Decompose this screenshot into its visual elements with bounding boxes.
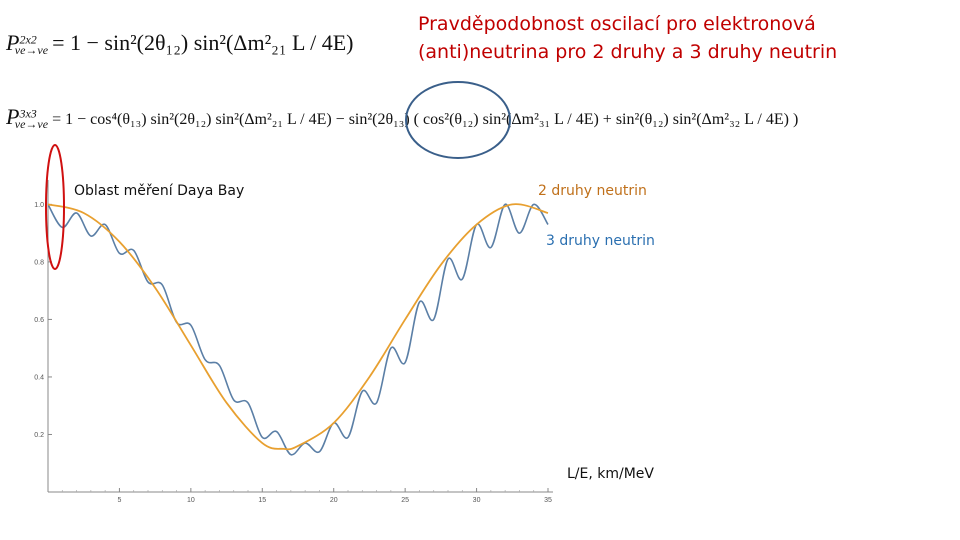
daya-bay-label: Oblast měření Daya Bay (74, 183, 245, 199)
y-tick-label: 1.0 (34, 202, 44, 209)
series-2-flavors-line (47, 203, 549, 451)
formula-3x3: P3x3νe→νe = 1 − cos⁴(θ₁₃) sin²(2θ₁₂) sin… (6, 104, 954, 132)
formula-3x3-rhs: = 1 − cos⁴(θ₁₃) sin²(2θ₁₂) sin²(Δm²₂₁ L … (52, 111, 799, 128)
y-tick-label: 0.6 (34, 317, 44, 324)
formula-2x2: P2x2νe→νe = 1 − sin²(2θ₁₂) sin²(Δm²₂₁ L … (6, 30, 354, 58)
theta13-term-marker (405, 81, 511, 159)
formula-3x3-sub: νe→νe (14, 117, 49, 132)
formula-3x3-sup: 3x3 (19, 106, 37, 121)
chart-series (47, 203, 549, 456)
formula-2x2-symbol: P (6, 30, 20, 55)
formula-2x2-rhs: = 1 − sin²(2θ₁₂) sin²(Δm²₂₁ L / 4E) (52, 30, 354, 55)
formula-2x2-sub: νe→νe (14, 43, 49, 58)
chart-axes: 5 10 15 20 25 30 35 0.2 0.4 0.6 0.8 1.0 (34, 180, 553, 504)
slide-title: Pravděpodobnost oscilací pro elektronová… (418, 13, 838, 63)
series-3-flavors-line (47, 203, 549, 456)
y-tick-label: 0.8 (34, 259, 44, 266)
x-tick-label: 5 (117, 497, 121, 504)
x-tick-label: 30 (473, 497, 481, 504)
y-tick-label: 0.2 (34, 432, 44, 439)
x-tick-label: 10 (187, 497, 195, 504)
x-tick-label: 20 (330, 497, 338, 504)
x-axis-label: L/E, km/MeV (567, 466, 654, 482)
daya-bay-marker (45, 144, 65, 270)
two-flavors-label: 2 druhy neutrin (538, 183, 647, 199)
x-tick-label: 35 (544, 497, 552, 504)
three-flavors-label: 3 druhy neutrin (546, 233, 655, 249)
x-tick-label: 15 (258, 497, 266, 504)
x-tick-label: 25 (401, 497, 409, 504)
formula-3x3-symbol: P (6, 104, 20, 129)
y-tick-label: 0.4 (34, 374, 44, 381)
formula-2x2-sup: 2x2 (19, 32, 37, 47)
